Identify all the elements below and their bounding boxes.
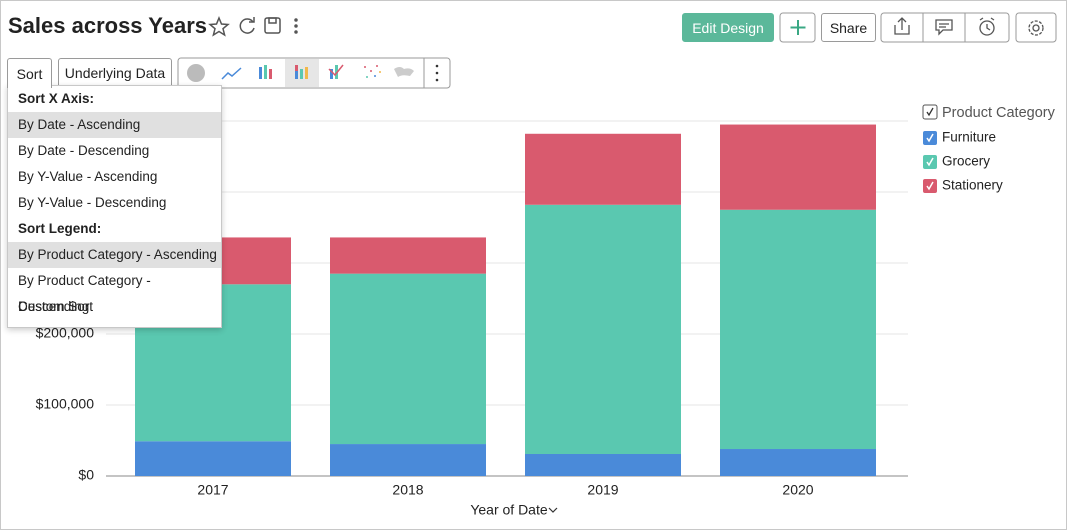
x-tick-label: 2019 [587,482,618,498]
checkmark [926,181,934,191]
bar-segment [720,449,876,476]
checkmark [926,157,934,167]
menu-item[interactable]: By Product Category - Descending [18,273,151,314]
y-tick-label: $200,000 [36,325,95,341]
legend-title: Product Category [942,105,1056,121]
chart-type-bar[interactable] [177,57,451,89]
menu-heading: Sort X Axis: [18,91,95,106]
bar-segment [525,453,681,476]
legend-label: Furniture [942,130,996,145]
tab[interactable]: Sort [7,58,52,88]
x-tick-label: 2018 [392,482,423,498]
plot: $0$100,000$200,000$300,000$400,000$500,0… [36,112,908,483]
bar-segment [525,133,681,205]
bar-segment [135,441,291,476]
title-icons[interactable] [208,16,298,37]
legend-label: Stationery [942,178,1003,193]
add-icon [790,20,806,35]
bar-segment [330,273,486,445]
menu-item[interactable]: By Y-Value - Descending [18,195,167,210]
bar-segment [330,444,486,476]
menu-item[interactable]: Custom Sort [18,299,94,314]
checkmark [926,107,934,117]
bar-segment [720,209,876,450]
menu-item[interactable]: By Date - Descending [18,143,150,158]
menu-item[interactable]: By Y-Value - Ascending [18,169,158,184]
y-tick-label: $0 [78,467,94,483]
menu-heading: Sort Legend: [18,221,102,236]
y-tick-label: $100,000 [36,396,95,412]
checkmark [926,133,934,143]
menu-item[interactable]: By Product Category - Ascending [8,242,221,268]
sort-menu: Sort X Axis: By Date - Ascending By Date -… [7,85,222,328]
x-axis-title: Year of Date [470,502,548,518]
tab[interactable]: Underlying Data [58,58,172,88]
bar-segment [525,204,681,454]
bar-segment [720,124,876,210]
x-tick-label: 2017 [197,482,228,498]
legend-label: Grocery [942,154,990,169]
menu-item[interactable]: By Date - Ascending [8,112,221,138]
edit-design-button[interactable]: Edit Design [682,13,774,42]
x-axis-menu[interactable] [548,507,558,513]
share-button[interactable]: Share [821,13,876,42]
icon-button-group[interactable] [880,12,1057,43]
page-title: Sales across Years [8,13,207,38]
bar-segment [330,237,486,274]
x-tick-label: 2020 [782,482,813,498]
